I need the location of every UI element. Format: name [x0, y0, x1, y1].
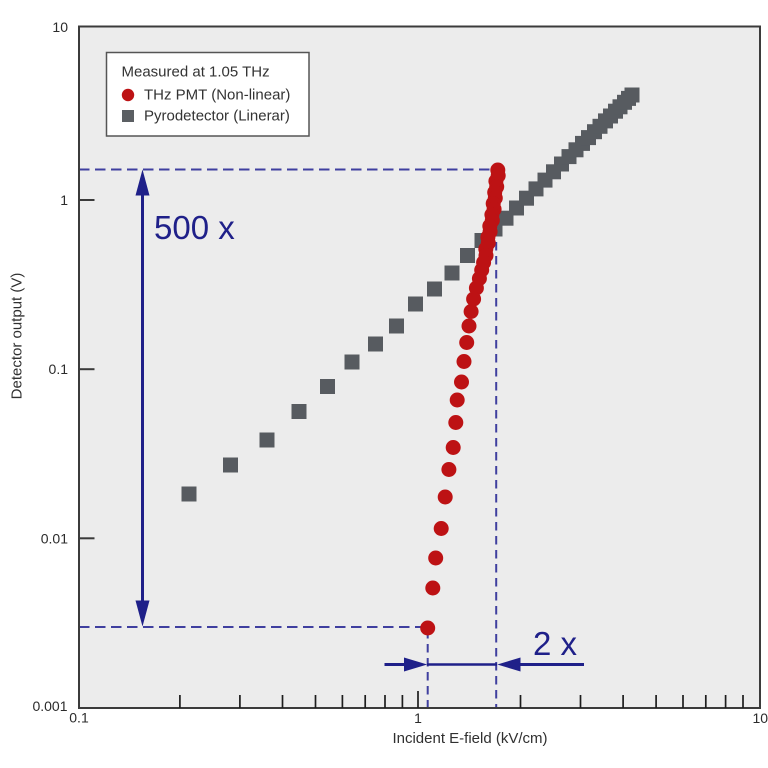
svg-text:Pyrodetector (Linerar): Pyrodetector (Linerar) — [144, 108, 290, 125]
svg-text:Incident E-field (kV/cm): Incident E-field (kV/cm) — [392, 730, 547, 747]
svg-text:Measured at 1.05 THz: Measured at 1.05 THz — [122, 64, 270, 81]
svg-text:1: 1 — [60, 192, 68, 208]
svg-text:1: 1 — [414, 710, 422, 726]
svg-text:500 x: 500 x — [154, 209, 235, 246]
svg-text:0.001: 0.001 — [32, 698, 67, 714]
svg-text:2 x: 2 x — [533, 625, 578, 662]
svg-text:0.1: 0.1 — [49, 361, 69, 377]
svg-text:0.1: 0.1 — [69, 710, 89, 726]
svg-text:Detector output (V): Detector output (V) — [9, 273, 26, 400]
svg-text:10: 10 — [753, 710, 768, 726]
svg-text:0.01: 0.01 — [41, 530, 68, 546]
svg-text:10: 10 — [52, 19, 68, 35]
svg-text:THz PMT (Non-linear): THz PMT (Non-linear) — [144, 87, 290, 104]
